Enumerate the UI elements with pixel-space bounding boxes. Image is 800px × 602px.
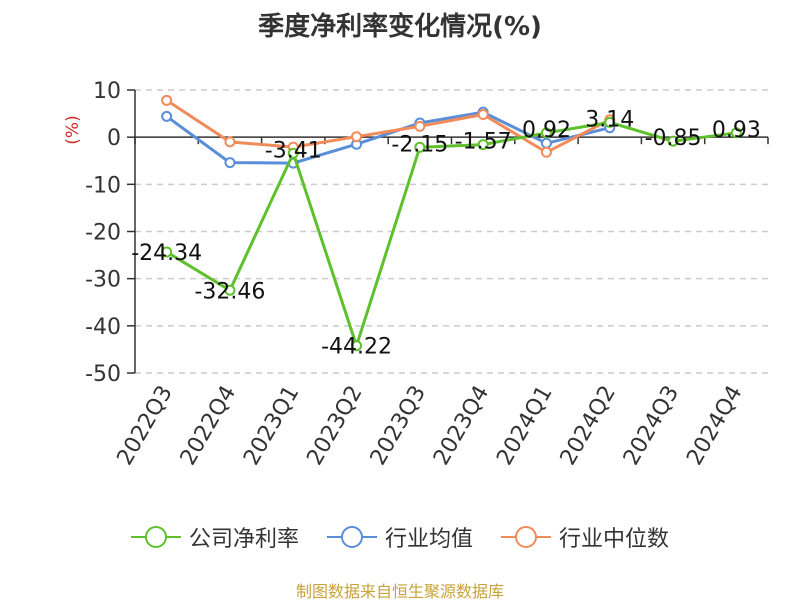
series-point-1 (224, 157, 236, 169)
data-label: -2.15 (391, 132, 448, 157)
legend-swatch-industry-mean (326, 526, 377, 548)
y-axis-label: (%) (63, 115, 83, 144)
x-tick-label: 2023Q3 (366, 382, 431, 470)
legend-label-company: 公司净利率 (188, 527, 299, 552)
y-tick-label: -40 (85, 315, 121, 340)
series-line-2 (165, 99, 611, 155)
y-tick-label: -50 (85, 362, 121, 387)
data-labels: -24.34 -32.46 -3.41 -44.22 -2.15 -1.57 0.92 3.1… (131, 107, 761, 359)
x-tick-label: 2023Q1 (239, 382, 304, 470)
x-tick-label: 2024Q3 (619, 382, 684, 470)
legend: 公司净利率 行业均值 行业中位数 (0, 520, 800, 554)
x-tick-label: 2023Q4 (429, 382, 494, 470)
data-label: -32.46 (194, 279, 265, 304)
series-point-0 (540, 127, 552, 139)
series-lines (161, 94, 742, 352)
legend-label-industry-mean: 行业均值 (384, 527, 473, 552)
legend-swatch-industry-median (501, 526, 551, 548)
x-tick-label: 2024Q2 (556, 382, 621, 470)
series-point-2 (224, 136, 236, 148)
y-tick-label: -20 (85, 221, 121, 246)
series-point-2 (477, 109, 489, 121)
y-tick-label: 0 (107, 126, 121, 151)
series-point-0 (161, 246, 173, 258)
data-label: 0.93 (712, 118, 761, 143)
legend-item-company[interactable]: 公司净利率 (130, 521, 299, 553)
series-point-2 (414, 120, 426, 132)
data-label: -24.34 (131, 241, 202, 266)
data-label: -0.85 (645, 126, 702, 151)
data-label: -3.41 (265, 138, 322, 163)
chart-title: 季度净利率变化情况(%) (258, 12, 542, 42)
x-tick-label: 2024Q1 (492, 382, 557, 470)
x-tick-label: 2023Q2 (302, 382, 367, 470)
y-tick-label: 10 (93, 79, 121, 104)
y-tick-label: -30 (85, 268, 121, 293)
series-point-0 (224, 284, 236, 296)
legend-swatch-company (130, 526, 181, 548)
x-tick-label: 2024Q4 (682, 382, 747, 470)
source-note: 制图数据来自恒生聚源数据库 (295, 582, 504, 601)
data-label: 0.92 (522, 118, 571, 143)
series-point-1 (161, 110, 173, 122)
series-line-1 (165, 110, 611, 165)
series-point-0 (730, 127, 742, 139)
data-label: -1.57 (455, 130, 512, 155)
legend-item-industry-mean[interactable]: 行业均值 (326, 521, 473, 553)
data-label: 3.14 (585, 107, 634, 132)
legend-item-industry-median[interactable]: 行业中位数 (501, 521, 669, 553)
series-point-2 (351, 131, 363, 143)
series-point-0 (351, 340, 363, 352)
x-tick-label: 2022Q4 (176, 382, 241, 470)
data-label: -44.22 (321, 335, 392, 360)
series-point-2 (540, 146, 552, 158)
series-line-0 (165, 120, 737, 351)
series-point-0 (414, 141, 426, 153)
y-tick-label: -10 (85, 173, 121, 198)
series-point-0 (287, 147, 299, 159)
series-point-0 (604, 116, 616, 128)
legend-label-industry-median: 行业中位数 (559, 527, 670, 552)
series-point-2 (161, 94, 173, 106)
series-point-0 (477, 139, 489, 151)
x-tick-label: 2022Q3 (113, 382, 178, 470)
series-point-0 (667, 135, 679, 147)
